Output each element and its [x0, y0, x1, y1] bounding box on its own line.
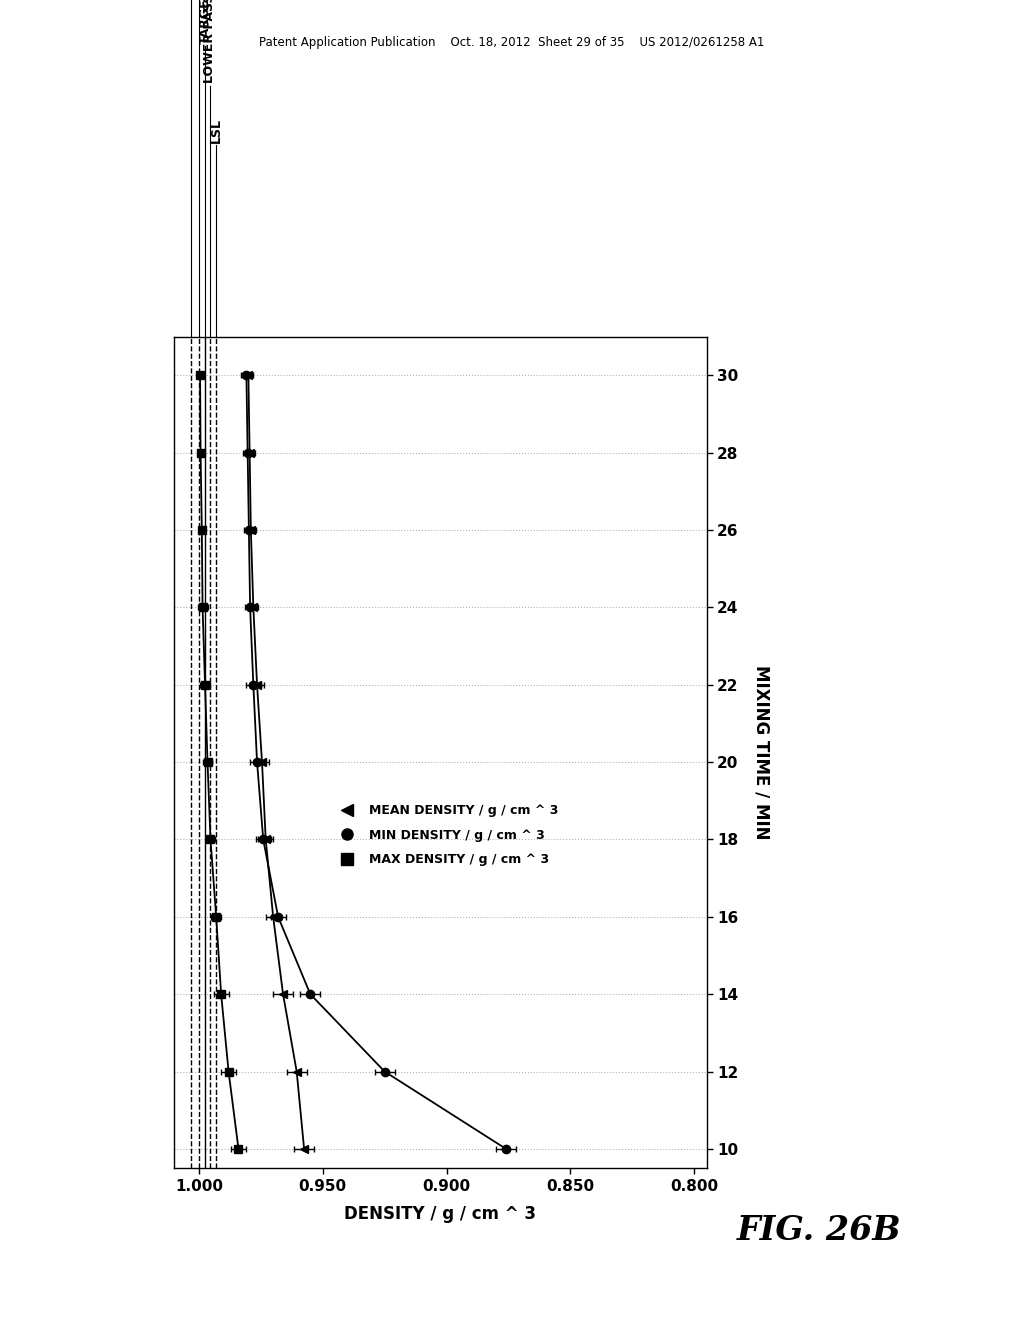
Text: FIG. 26B: FIG. 26B: [737, 1214, 901, 1247]
Text: Patent Application Publication    Oct. 18, 2012  Sheet 29 of 35    US 2012/02612: Patent Application Publication Oct. 18, …: [259, 36, 765, 49]
Text: LSL: LSL: [210, 117, 222, 143]
X-axis label: DENSITY / g / cm ^ 3: DENSITY / g / cm ^ 3: [344, 1205, 537, 1222]
Y-axis label: MIXING TIME / MIN: MIXING TIME / MIN: [753, 665, 770, 840]
Text: LOWER PASS LIMIT: LOWER PASS LIMIT: [204, 0, 216, 83]
Text: TARGET: TARGET: [199, 0, 212, 44]
Legend: MEAN DENSITY / g / cm ^ 3, MIN DENSITY / g / cm ^ 3, MAX DENSITY / g / cm ^ 3: MEAN DENSITY / g / cm ^ 3, MIN DENSITY /…: [330, 800, 564, 871]
